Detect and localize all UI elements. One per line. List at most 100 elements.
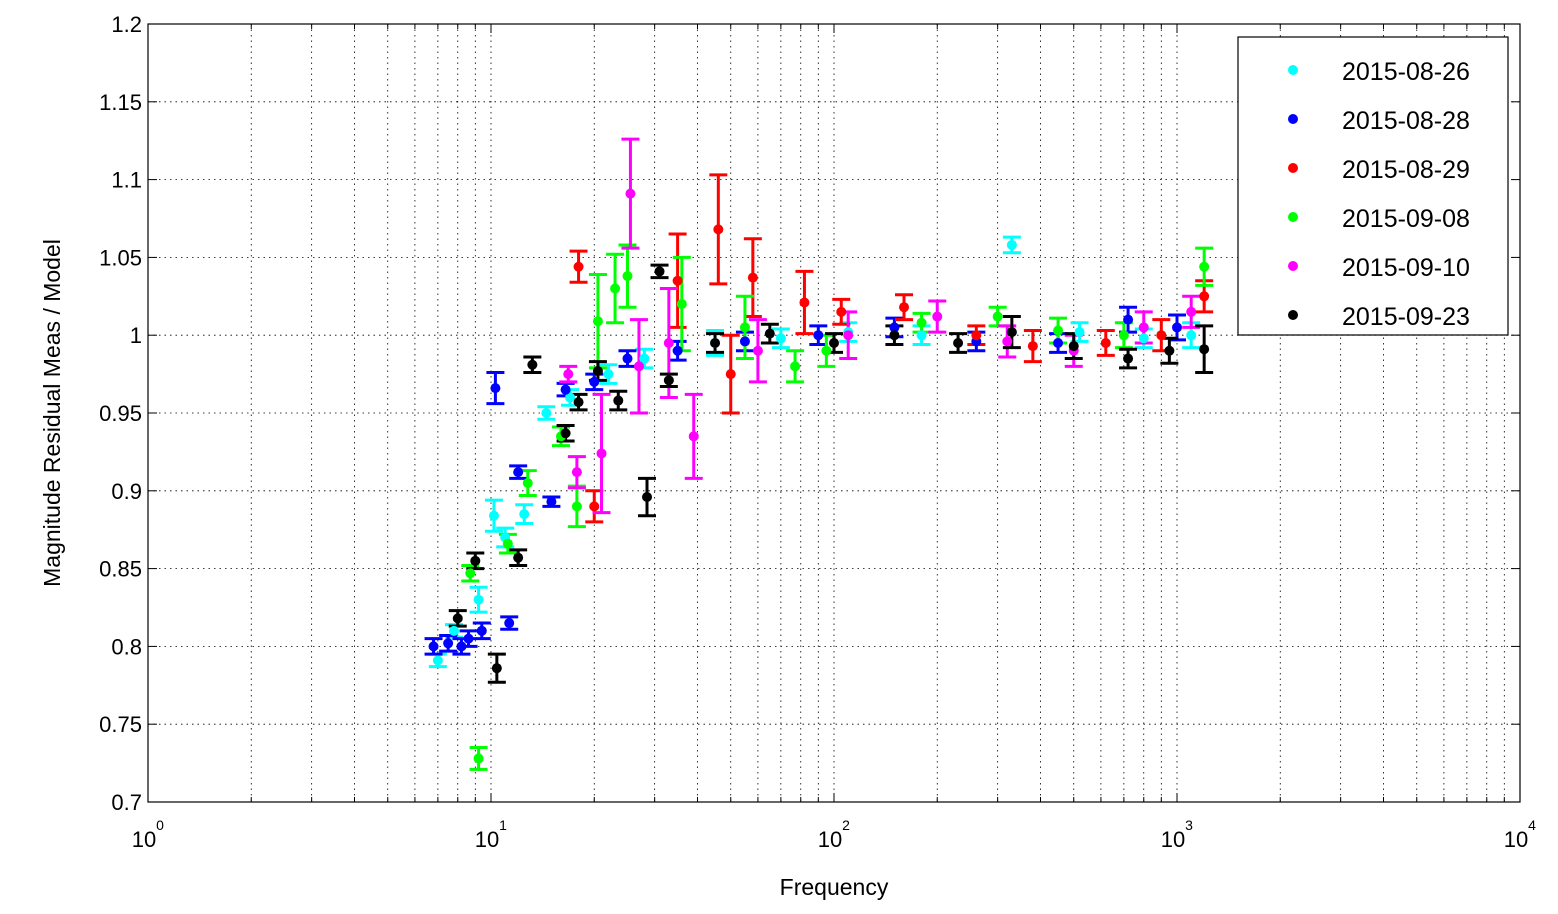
data-point <box>672 345 683 356</box>
data-point <box>775 333 786 344</box>
y-tick-label: 0.75 <box>99 712 142 737</box>
data-point <box>465 568 476 579</box>
data-point <box>1138 333 1149 344</box>
data-point <box>642 492 653 503</box>
data-point <box>527 359 538 370</box>
data-point <box>470 555 481 566</box>
data-point <box>563 369 574 380</box>
data-point <box>622 353 633 364</box>
data-point <box>571 501 582 512</box>
legend-entry: 2015-08-26 <box>1288 58 1470 86</box>
y-tick-label: 1 <box>130 323 142 348</box>
data-point <box>473 753 484 764</box>
data-markers <box>428 188 1210 764</box>
data-point <box>971 330 982 341</box>
legend-entry: 2015-09-08 <box>1288 205 1470 233</box>
data-point <box>519 509 530 520</box>
data-point <box>916 330 927 341</box>
data-point <box>916 317 927 328</box>
data-point <box>752 345 763 356</box>
data-point <box>522 478 533 489</box>
legend-marker <box>1288 163 1298 173</box>
data-point <box>1186 306 1197 317</box>
legend-label: 2015-08-29 <box>1342 156 1470 184</box>
y-tick-label: 0.9 <box>111 479 142 504</box>
data-point <box>836 306 847 317</box>
data-point <box>633 361 644 372</box>
marker-series <box>428 314 1182 652</box>
marker-series <box>452 266 1210 674</box>
y-tick-label: 1.2 <box>111 12 142 37</box>
data-point <box>463 633 474 644</box>
data-point <box>899 302 910 313</box>
data-point <box>889 330 900 341</box>
data-point <box>596 448 607 459</box>
y-tick-label: 1.05 <box>99 245 142 270</box>
x-tick-exponent: 4 <box>1528 817 1536 833</box>
data-point <box>799 297 810 308</box>
data-point <box>1199 261 1210 272</box>
data-point <box>1118 330 1129 341</box>
legend-entry: 2015-09-10 <box>1288 254 1470 282</box>
data-point <box>713 224 724 235</box>
x-tick-exponent: 3 <box>1185 817 1193 833</box>
data-point <box>573 261 584 272</box>
data-point <box>663 337 674 348</box>
x-tick-base: 10 <box>818 827 842 852</box>
data-point <box>490 383 501 394</box>
x-tick-base: 10 <box>132 827 156 852</box>
data-point <box>610 283 621 294</box>
data-point <box>1006 239 1017 250</box>
data-point <box>613 395 624 406</box>
x-tick-label: 104 <box>1504 817 1536 852</box>
data-point <box>456 641 467 652</box>
data-point <box>739 336 750 347</box>
x-tick-label: 100 <box>132 817 164 852</box>
x-tick-exponent: 1 <box>499 817 507 833</box>
legend-box <box>1237 36 1509 336</box>
marker-series <box>573 224 1210 512</box>
legend-marker <box>1288 212 1298 222</box>
legend-label: 2015-08-26 <box>1342 58 1470 86</box>
legend-label: 2015-09-08 <box>1342 205 1470 233</box>
data-point <box>725 369 736 380</box>
data-point <box>473 594 484 605</box>
data-point <box>541 408 552 418</box>
data-point <box>560 384 571 395</box>
x-tick-label: 101 <box>475 817 507 852</box>
data-point <box>452 613 463 624</box>
data-point <box>502 538 513 549</box>
data-point <box>953 337 964 348</box>
data-point <box>560 428 571 439</box>
data-point <box>622 271 633 282</box>
x-tick-base: 10 <box>1161 827 1185 852</box>
data-point <box>710 337 721 348</box>
data-point <box>1186 330 1197 341</box>
legend-label: 2015-08-28 <box>1342 107 1470 135</box>
data-point <box>889 322 900 333</box>
legend-entry: 2015-08-29 <box>1288 156 1470 184</box>
axis-ticks <box>148 23 1520 803</box>
data-point <box>1123 353 1134 364</box>
data-point <box>592 365 603 376</box>
legend-marker <box>1288 310 1298 320</box>
y-tick-label: 0.85 <box>99 557 142 582</box>
data-point <box>992 311 1003 322</box>
marker-series <box>563 188 1197 478</box>
data-point <box>448 625 459 636</box>
data-point <box>672 275 683 286</box>
data-point <box>663 375 674 386</box>
data-point <box>821 345 832 356</box>
data-point <box>1138 322 1149 333</box>
data-point <box>1002 336 1013 347</box>
y-tick-label: 0.95 <box>99 401 142 426</box>
data-point <box>764 328 775 339</box>
legend-entry: 2015-09-23 <box>1288 303 1470 331</box>
legend-label: 2015-09-10 <box>1342 254 1470 282</box>
legend: 2015-08-26 2015-08-28 2015-08-29 2015-09-08… <box>1237 36 1509 336</box>
data-point <box>1199 291 1210 302</box>
data-point <box>813 330 824 341</box>
data-point <box>1068 341 1079 352</box>
